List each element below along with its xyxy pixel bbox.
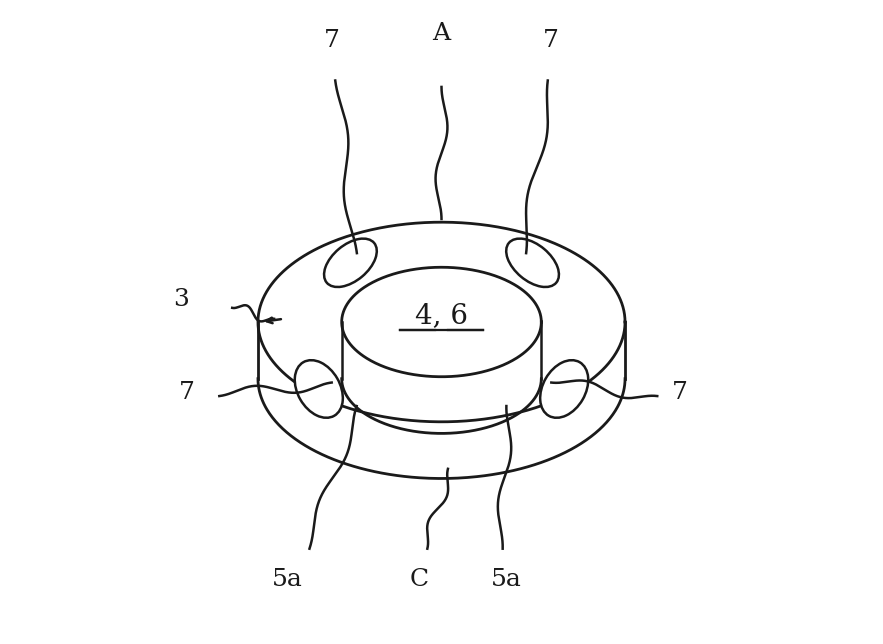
Text: 4, 6: 4, 6 — [415, 302, 468, 329]
Text: 5a: 5a — [271, 568, 302, 591]
Ellipse shape — [506, 238, 559, 287]
Text: 5a: 5a — [490, 568, 521, 591]
Ellipse shape — [295, 360, 343, 418]
Ellipse shape — [540, 360, 588, 418]
Text: A: A — [433, 22, 450, 45]
Text: 7: 7 — [324, 28, 340, 52]
Text: 7: 7 — [179, 381, 195, 404]
Text: 7: 7 — [543, 28, 559, 52]
Text: C: C — [410, 568, 428, 591]
Ellipse shape — [324, 238, 377, 287]
Text: 3: 3 — [173, 288, 189, 311]
Text: 7: 7 — [672, 381, 688, 404]
